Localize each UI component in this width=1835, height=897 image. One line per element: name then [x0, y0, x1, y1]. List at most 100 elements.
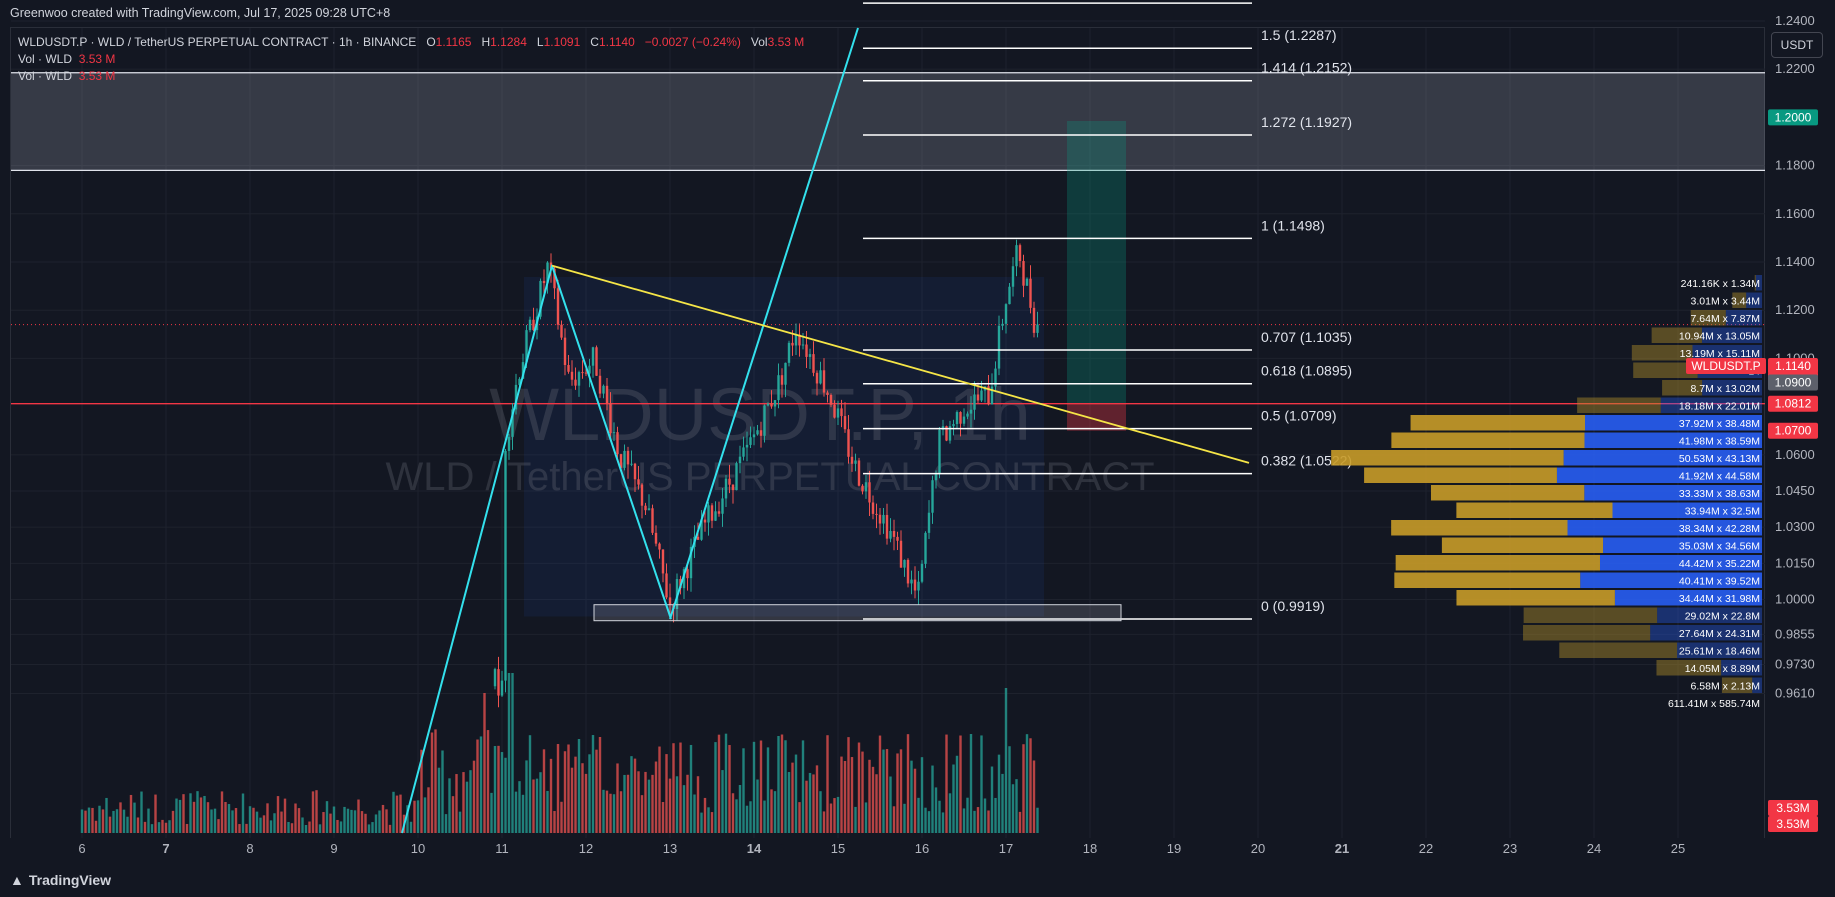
volume-bar	[308, 821, 311, 833]
volume-bar	[343, 806, 346, 833]
price-axis-tick: 0.9855	[1775, 626, 1815, 641]
volume-bar	[567, 744, 570, 833]
legend-symbol[interactable]: WLDUSDT.P · WLD / TetherUS PERPETUAL CON…	[18, 35, 417, 49]
volume-profile-label: 35.03M x 34.56M	[1679, 541, 1760, 553]
volume-bar	[882, 749, 885, 833]
tradingview-brand: TradingView	[28, 872, 112, 888]
volume-bar	[479, 736, 483, 833]
volume-bar	[707, 807, 710, 833]
volume-profile-buy-bar	[1559, 642, 1678, 658]
volume-bar	[304, 824, 308, 833]
volume-bar	[238, 824, 241, 833]
volume-bar	[784, 740, 787, 833]
volume-bar	[1032, 760, 1036, 833]
candle-body	[721, 498, 724, 514]
volume-bar	[889, 776, 892, 833]
volume-bar	[80, 809, 84, 833]
volume-bar	[619, 791, 623, 833]
time-axis-tick: 14	[747, 841, 762, 856]
volume-profile-sell-bar	[1612, 502, 1762, 518]
volume-bar	[115, 809, 119, 833]
volume-bar	[829, 803, 833, 833]
volume-profile-buy-bar	[1633, 362, 1698, 378]
volume-bar	[332, 806, 336, 833]
volume-profile-buy-bar	[1651, 327, 1702, 343]
volume-bar	[910, 760, 913, 833]
price-axis: 1.24001.22001.18001.16001.14001.12001.10…	[1686, 13, 1835, 864]
volume-bar	[297, 808, 301, 833]
candle-body	[581, 372, 584, 374]
legend-low-value: 1.1091	[543, 35, 581, 49]
candle-body	[630, 463, 633, 465]
candle-body	[521, 362, 525, 379]
volume-bar	[94, 820, 98, 833]
candle-body	[875, 513, 878, 515]
candle-body	[966, 413, 969, 417]
volume-bar	[504, 757, 507, 833]
volume-bar	[738, 784, 742, 833]
candle-body	[1018, 245, 1022, 262]
time-axis-tick: 7	[162, 841, 169, 856]
volume-bar	[973, 810, 976, 833]
volume-bar	[444, 814, 448, 833]
volume-bar	[269, 820, 273, 833]
candle-body	[731, 484, 735, 491]
candle-body	[913, 579, 917, 591]
volume-bar	[787, 772, 791, 833]
candle-body	[924, 532, 927, 564]
candle-body	[829, 394, 833, 405]
candle-body	[973, 394, 976, 410]
price-tag-bg	[1768, 422, 1818, 439]
candle-body	[959, 412, 962, 424]
volume-bar	[1018, 811, 1022, 833]
volume-bar	[430, 732, 434, 833]
volume-bar	[539, 772, 542, 833]
volume-bar	[301, 817, 304, 833]
volume-bar	[350, 809, 353, 833]
tradingview-logo[interactable]: ▲ TradingView	[10, 872, 111, 888]
candle-body	[735, 463, 738, 491]
legend-close-label: C	[590, 35, 599, 49]
volume-profile-buy-bar	[1523, 625, 1651, 641]
volume-bar	[476, 739, 479, 833]
volume-bar	[518, 781, 521, 833]
volume-profile-sell-bar	[1660, 397, 1762, 413]
volume-bar	[1036, 807, 1039, 833]
candle-body	[878, 514, 882, 524]
chart-legend: WLDUSDT.P · WLD / TetherUS PERPETUAL CON…	[18, 34, 804, 85]
volume-profile-label: 33.33M x 38.63M	[1679, 488, 1760, 500]
attribution-text: Greenwoo created with TradingView.com, J…	[10, 6, 391, 20]
volume-profile-label: 37.92M x 38.48M	[1679, 418, 1760, 430]
volume-bar	[353, 810, 357, 833]
candle-body	[805, 344, 808, 357]
volume-bar	[826, 735, 829, 833]
candle-body	[1032, 307, 1036, 333]
volume-profile-buy-bar	[1656, 660, 1722, 676]
volume-profile-label: 18.18M x 22.01M	[1679, 401, 1760, 413]
legend-volume-row-1[interactable]: Vol · WLD 3.53 M	[18, 51, 804, 68]
price-tag-bg	[1768, 358, 1818, 374]
volume-profile-buy-bar	[1394, 572, 1581, 588]
volume-profile-sell-bar	[1584, 415, 1762, 431]
volume-bar	[521, 794, 525, 833]
candle-body	[794, 334, 798, 346]
volume-bar	[941, 812, 945, 833]
candle-body	[497, 669, 500, 696]
volume-bar	[192, 801, 196, 833]
time-axis-tick: 19	[1167, 841, 1181, 856]
price-axis-tick: 0.9730	[1775, 657, 1815, 672]
volume-bar	[266, 803, 269, 833]
volume-bar	[1004, 688, 1008, 833]
volume-bar	[710, 812, 714, 833]
volume-bar	[164, 822, 168, 833]
legend-volume-row-2[interactable]: Vol · WLD 3.53 M	[18, 68, 804, 85]
volume-bar	[252, 807, 255, 833]
legend-vol1-value: 3.53 M	[78, 52, 116, 66]
price-tag-label: 1.2000	[1775, 110, 1812, 124]
volume-profile-label: 7.64M x 7.87M	[1691, 313, 1760, 325]
candle-body	[539, 280, 542, 317]
currency-button[interactable]: USDT	[1771, 32, 1823, 58]
volume-bar	[857, 742, 861, 833]
volume-bar	[325, 801, 329, 833]
